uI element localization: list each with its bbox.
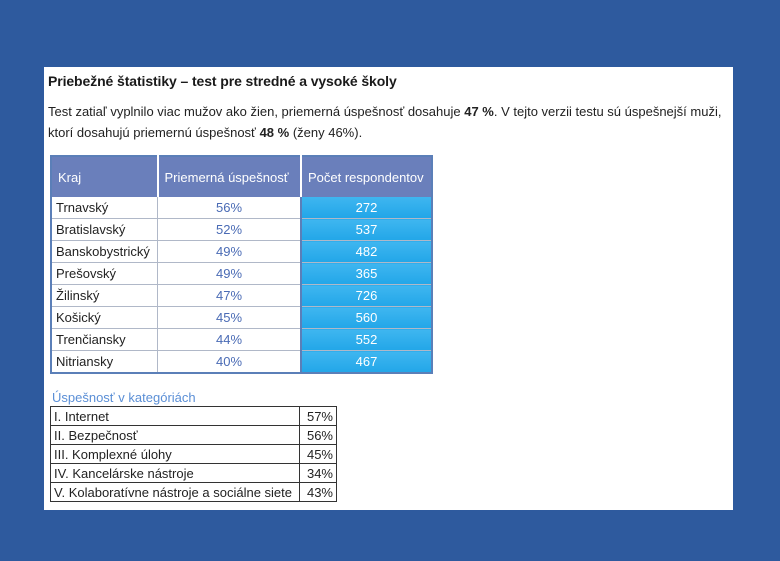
category-value: 56% [299,425,337,445]
page-title: Priebežné štatistiky – test pre stredné … [48,73,397,89]
category-value: 34% [299,463,337,483]
cell-kraj: Žilinský [51,284,158,307]
category-name: IV. Kancelárske nástroje [50,463,300,483]
cell-pct: 56% [157,197,302,219]
table-row: IV. Kancelárske nástroje 34% [50,463,337,483]
cell-count: 272 [301,197,432,219]
cell-pct: 49% [157,262,302,285]
intro-paragraph: Test zatiaľ vyplnilo viac mužov ako žien… [48,101,733,143]
table-row: I. Internet 57% [50,406,337,426]
category-name: II. Bezpečnosť [50,425,300,445]
table-row: Nitriansky 40% 467 [51,350,432,374]
table-row: V. Kolaboratívne nástroje a sociálne sie… [50,482,337,502]
header-kraj: Kraj [51,156,158,197]
category-value: 57% [299,406,337,426]
category-name: I. Internet [50,406,300,426]
cell-pct: 44% [157,328,302,351]
cell-kraj: Nitriansky [51,350,158,374]
cell-kraj: Trnavský [51,197,158,219]
header-pct: Priemerná úspešnosť [156,156,301,197]
cell-count: 537 [301,218,432,241]
category-name: III. Komplexné úlohy [50,444,300,464]
table-row: III. Komplexné úlohy 45% [50,444,337,464]
table-row: Košický 45% 560 [51,306,432,329]
cell-count: 552 [301,328,432,351]
cell-kraj: Trenčiansky [51,328,158,351]
category-value: 43% [299,482,337,502]
table-row: Banskobystrický 49% 482 [51,240,432,263]
cell-pct: 47% [157,284,302,307]
category-name: V. Kolaboratívne nástroje a sociálne sie… [50,482,300,502]
cell-count: 726 [301,284,432,307]
cell-count: 482 [301,240,432,263]
cell-kraj: Banskobystrický [51,240,158,263]
document-sheet: Priebežné štatistiky – test pre stredné … [44,67,733,510]
cell-kraj: Bratislavský [51,218,158,241]
cell-pct: 40% [157,350,302,374]
cell-kraj: Košický [51,306,158,329]
cell-count: 467 [301,350,432,374]
cell-count: 560 [301,306,432,329]
regions-header-row: Kraj Priemerná úspešnosť Počet responden… [51,156,432,197]
categories-table: I. Internet 57% II. Bezpečnosť 56% III. Ko… [50,406,337,502]
categories-caption: Úspešnosť v kategóriách [52,390,196,405]
cell-pct: 45% [157,306,302,329]
cell-count: 365 [301,262,432,285]
intro-men-score: 48 % [259,125,290,140]
table-row: Prešovský 49% 365 [51,262,432,285]
category-value: 45% [299,444,337,464]
table-row: Trenčiansky 44% 552 [51,328,432,351]
intro-overall-score: 47 % [464,104,494,119]
intro-text-3: (ženy 46%). [289,125,363,140]
cell-pct: 52% [157,218,302,241]
intro-text-1: Test zatiaľ vyplnilo viac mužov ako žien… [48,104,465,119]
header-count: Počet respondentov [300,156,432,197]
table-row: Žilinský 47% 726 [51,284,432,307]
cell-pct: 49% [157,240,302,263]
table-row: Bratislavský 52% 537 [51,218,432,241]
cell-kraj: Prešovský [51,262,158,285]
table-row: II. Bezpečnosť 56% [50,425,337,445]
intro-text-2: . V tejto verzii testu sú úspešnejší muž… [48,104,722,140]
table-row: Trnavský 56% 272 [51,197,432,219]
regions-table: Kraj Priemerná úspešnosť Počet responden… [50,155,433,374]
